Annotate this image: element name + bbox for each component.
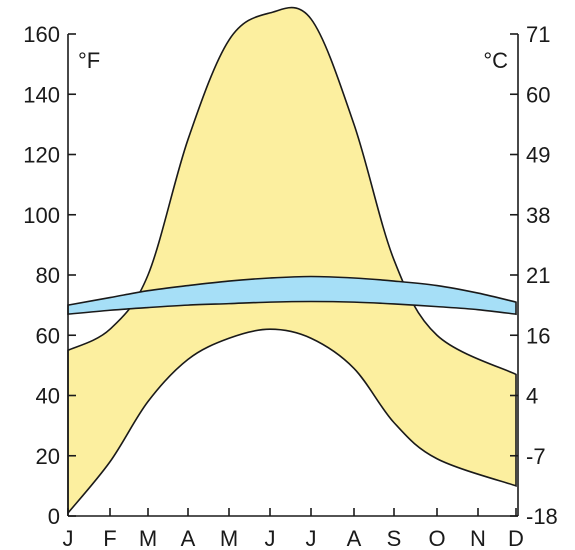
bands-layer xyxy=(67,6,517,516)
right-tick-label: -7 xyxy=(526,444,546,469)
month-label: S xyxy=(387,526,402,550)
right-tick-label: 16 xyxy=(526,323,550,348)
month-label: M xyxy=(139,526,157,550)
right-tick-label: -18 xyxy=(526,504,558,529)
right-tick-label: 49 xyxy=(526,143,550,168)
month-label: M xyxy=(220,526,238,550)
right-axis-ticks: -18 -7 4 16 21 38 49 60 71 xyxy=(510,22,558,529)
month-label: J xyxy=(306,526,317,550)
right-tick-label: 60 xyxy=(526,82,550,107)
left-tick-label: 120 xyxy=(23,143,60,168)
month-label: J xyxy=(63,526,74,550)
left-unit-label: °F xyxy=(78,48,100,73)
month-label: O xyxy=(428,526,445,550)
left-tick-label: 40 xyxy=(36,384,60,409)
yellow-band xyxy=(67,6,517,516)
left-tick-label: 100 xyxy=(23,203,60,228)
left-tick-label: 80 xyxy=(36,263,60,288)
right-tick-label: 21 xyxy=(526,263,550,288)
left-tick-label: 60 xyxy=(36,323,60,348)
month-label: D xyxy=(508,526,524,550)
left-tick-label: 160 xyxy=(23,22,60,47)
left-tick-label: 20 xyxy=(36,444,60,469)
right-tick-label: 71 xyxy=(526,22,550,47)
left-axis-ticks: 0 20 40 60 80 100 120 140 160 xyxy=(23,22,76,529)
left-tick-label: 0 xyxy=(48,504,60,529)
right-tick-label: 38 xyxy=(526,203,550,228)
month-label: N xyxy=(470,526,486,550)
right-tick-label: 4 xyxy=(526,384,538,409)
month-label: F xyxy=(103,526,116,550)
month-label: A xyxy=(181,526,196,550)
right-unit-label: °C xyxy=(483,48,508,73)
left-tick-label: 140 xyxy=(23,82,60,107)
month-label: A xyxy=(347,526,362,550)
blue-band xyxy=(67,275,517,316)
month-label: J xyxy=(265,526,276,550)
